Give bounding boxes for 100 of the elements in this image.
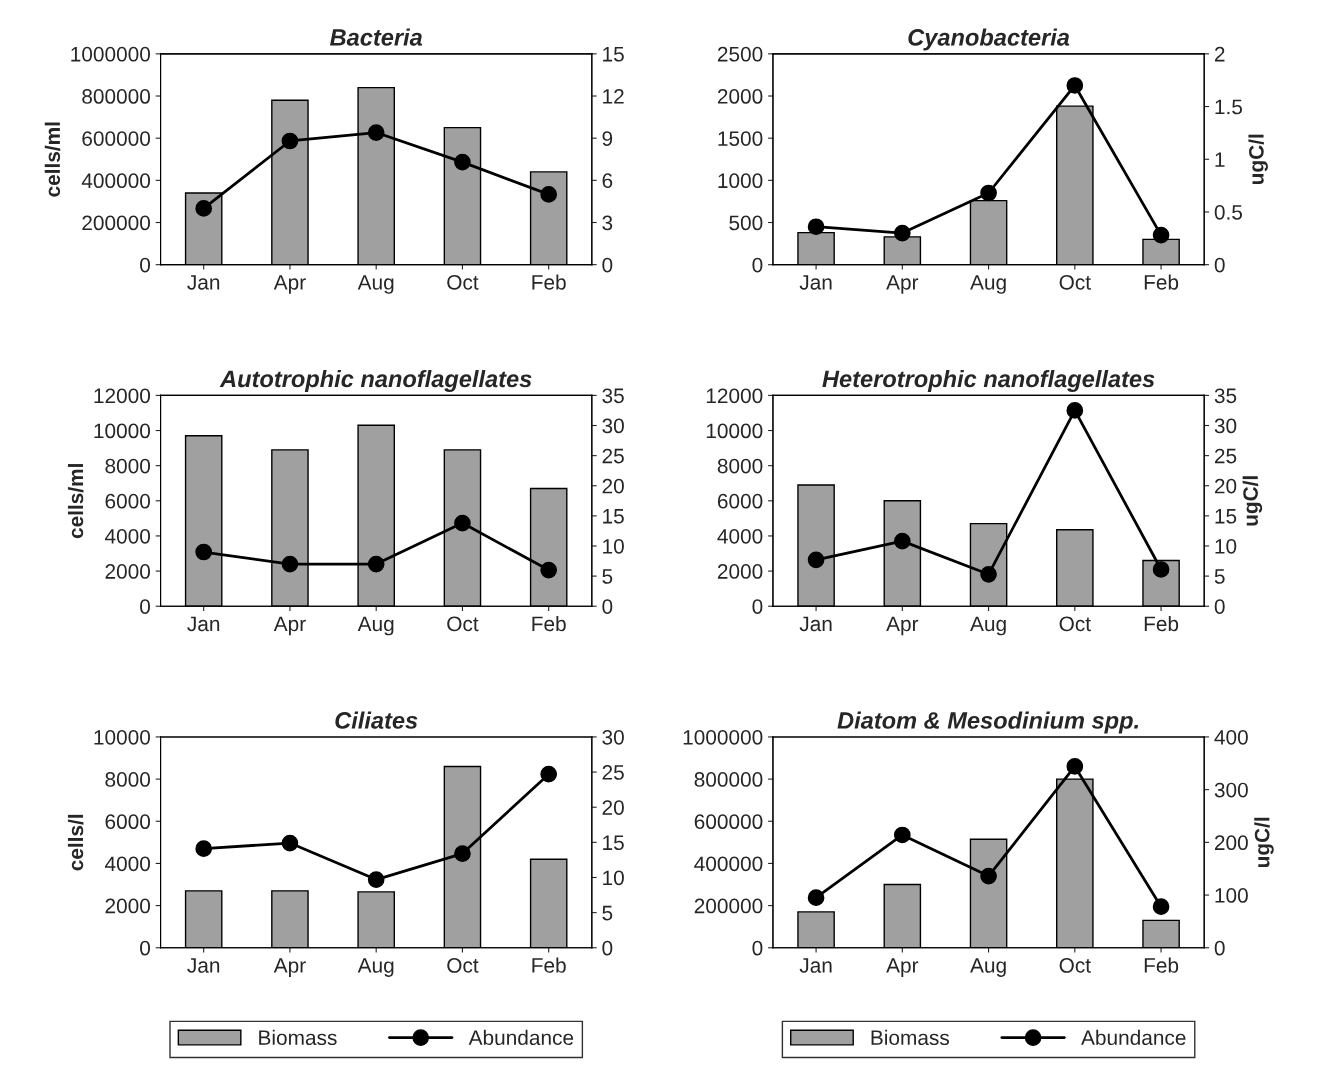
y2-tick-label: 10 [603,538,624,554]
x-tick-label: Aug [357,958,394,977]
point [1066,402,1084,419]
y2-tick-label: 1.5 [1215,99,1243,115]
y-tick-label: 4000 [717,528,763,544]
point [807,889,825,907]
y2-tick-label: 0 [1214,257,1225,273]
x-tick-label: Oct [447,274,479,290]
y2-axis-title: ugC/l [1242,476,1263,526]
x-tick-label: Feb [1144,957,1179,973]
point [1066,77,1084,94]
y2-tick-label: 3 [602,215,613,231]
y2-tick-label: 0 [1214,940,1225,956]
y2-tick-label: 5 [602,905,613,921]
y2-tick-label: 30 [1214,418,1237,434]
y2-tick-label: 0.5 [1214,204,1243,220]
x-tick-label: Feb [532,615,566,632]
y2-tick-label: 15 [1215,509,1237,524]
point [540,186,558,203]
y2-tick-label: 0 [1214,599,1225,614]
chart-title: Heterotrophic nanoflagellates [822,369,1155,392]
y-tick-label: 12000 [94,388,151,404]
point [540,561,558,579]
y-tick-label: 400000 [694,856,763,872]
y-tick-label: 6000 [105,814,151,830]
y2-axis-title: ugC/l [1248,134,1268,185]
y-tick-label: 8000 [105,458,151,474]
y-tick-label: 1000000 [683,729,763,745]
x-tick-label: Aug [970,958,1006,977]
legend-label: Abundance [468,1029,574,1046]
y-tick-label: 8000 [105,772,151,787]
y2-tick-label: 300 [1214,782,1248,798]
y2-tick-label: 35 [1214,388,1237,404]
point [540,765,558,783]
y2-tick-label: 20 [1214,478,1237,494]
y2-tick-label: 25 [602,448,624,464]
y-tick-label: 0 [752,940,763,956]
y-tick-label: 10000 [706,423,763,439]
y2-tick-label: 10 [603,870,624,886]
y2-tick-label: 20 [602,800,624,815]
y-tick-label: 1000000 [71,46,151,62]
point [893,224,911,242]
y-tick-label: 200000 [82,215,151,231]
point [281,834,299,852]
x-tick-label: Jan [799,958,832,973]
y2-tick-label: 0 [602,257,613,273]
y2-tick-label: 0 [602,940,613,956]
x-tick-label: Apr [273,616,306,636]
point [893,532,911,550]
x-tick-label: Apr [886,616,919,636]
point [980,867,997,885]
x-tick-label: Jan [799,275,832,290]
y-tick-label: 10000 [94,423,151,439]
x-tick-label: Jan [187,275,220,290]
y2-tick-label: 35 [602,388,624,404]
y-tick-label: 200000 [694,898,763,914]
y2-tick-label: 15 [603,509,624,524]
y2-tick-label: 0 [602,599,613,614]
x-tick-label: Aug [970,616,1006,636]
y-tick-label: 2000 [717,564,763,579]
y-tick-label: 2000 [717,89,763,104]
y2-tick-label: 400 [1214,729,1248,745]
x-tick-label: Feb [1144,274,1179,290]
point [1066,758,1084,775]
y-tick-label: 600000 [694,814,763,830]
point [281,132,299,150]
point [980,565,997,583]
point [1152,226,1170,244]
chart-title: Bacteria [330,28,423,46]
y2-tick-label: 5 [602,569,613,584]
point [1152,561,1170,578]
x-tick-label: Apr [273,958,306,977]
y-tick-label: 4000 [104,856,151,872]
point [281,555,299,573]
point [807,218,825,236]
y-tick-label: 0 [752,599,763,614]
chart-title: Ciliates [335,711,418,729]
x-tick-label: Oct [1059,616,1091,632]
chart-title: Cyanobacteria [908,28,1070,51]
point [807,551,825,569]
y2-tick-label: 30 [602,729,624,745]
x-tick-label: Oct [1059,958,1091,973]
y-tick-label: 2000 [105,564,151,579]
y-axis-title: cells/ml [44,122,61,197]
y2-tick-label: 15 [603,835,624,851]
point [367,124,385,141]
point [195,200,213,217]
y-tick-label: 0 [752,257,763,273]
y2-tick-label: 1 [1215,152,1225,167]
y2-tick-label: 25 [602,765,624,780]
y-tick-label: 10000 [94,729,151,745]
x-tick-label: Aug [357,275,394,294]
y2-tick-label: 5 [1214,569,1225,584]
y-tick-label: 800000 [694,772,763,787]
legend-label: Biomass [259,1029,337,1046]
x-tick-label: Aug [357,616,394,636]
y2-tick-label: 20 [602,478,624,494]
point [454,845,471,862]
chart-title: Diatom & Mesodinium spp. [837,711,1139,734]
y-tick-label: 0 [140,599,151,614]
